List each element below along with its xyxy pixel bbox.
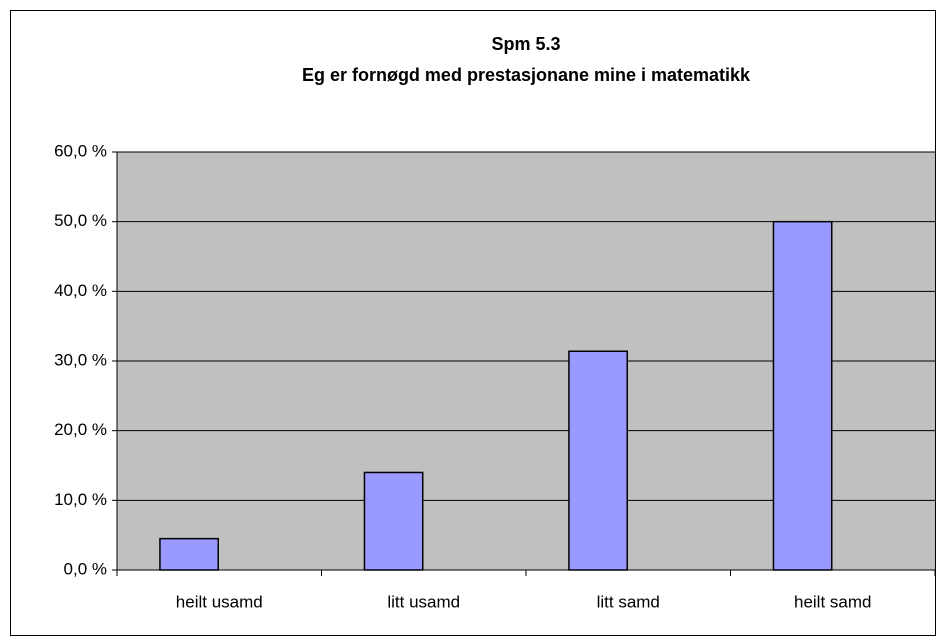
x-tick-label: heilt usamd <box>176 592 263 611</box>
y-tick-label: 20,0 % <box>54 420 107 439</box>
chart-subtitle: Eg er fornøgd med prestasjonane mine i m… <box>302 65 751 85</box>
y-tick-label: 0,0 % <box>64 559 107 578</box>
y-tick-label: 50,0 % <box>54 211 107 230</box>
y-tick-label: 40,0 % <box>54 281 107 300</box>
bar <box>159 537 219 571</box>
y-tick-label: 30,0 % <box>54 350 107 369</box>
y-tick-label: 60,0 % <box>54 141 107 160</box>
y-tick-label: 10,0 % <box>54 490 107 509</box>
bar <box>363 471 424 571</box>
x-tick-label: litt samd <box>597 592 660 611</box>
x-tick-label: heilt samd <box>794 592 871 611</box>
x-tick-label: litt usamd <box>387 592 460 611</box>
bar <box>568 350 628 571</box>
bar <box>772 220 833 571</box>
chart-title: Spm 5.3 <box>491 34 560 54</box>
